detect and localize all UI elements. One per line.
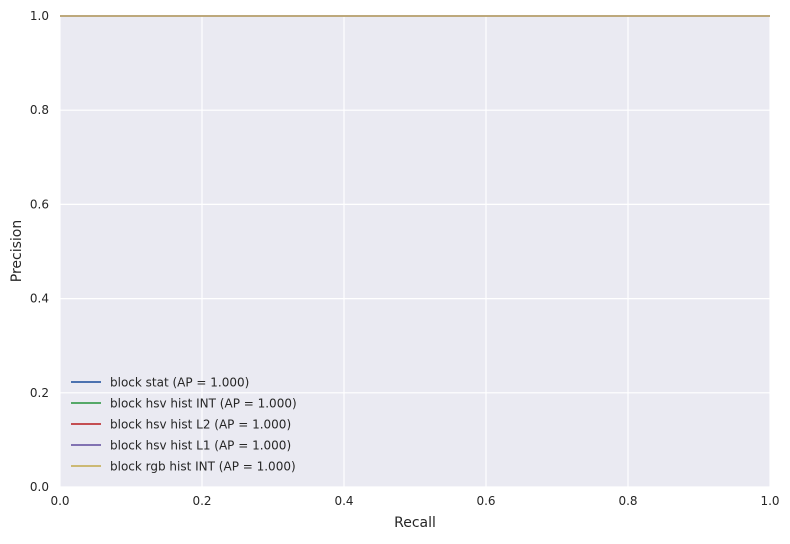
y-tick-label: 0.8 (30, 103, 49, 117)
y-tick-label: 0.4 (30, 292, 49, 306)
y-tick-label: 1.0 (30, 9, 49, 23)
plot-area (60, 16, 770, 487)
legend: block stat (AP = 1.000) block hsv hist IN… (71, 376, 297, 474)
y-axis-label: Precision (9, 220, 25, 282)
legend-label: block stat (AP = 1.000) (110, 376, 249, 390)
x-tick-label: 0.0 (50, 494, 69, 508)
y-tick-label: 0.2 (30, 386, 49, 400)
legend-label: block hsv hist L1 (AP = 1.000) (110, 439, 291, 453)
y-tick-labels: 0.0 0.2 0.4 0.6 0.8 1.0 (30, 9, 49, 494)
x-tick-label: 0.8 (618, 494, 637, 508)
legend-label: block hsv hist L2 (AP = 1.000) (110, 418, 291, 432)
legend-label: block hsv hist INT (AP = 1.000) (110, 397, 297, 411)
y-tick-label: 0.0 (30, 480, 49, 494)
x-tick-labels: 0.0 0.2 0.4 0.6 0.8 1.0 (50, 494, 779, 508)
legend-label: block rgb hist INT (AP = 1.000) (110, 460, 296, 474)
y-tick-label: 0.6 (30, 197, 49, 211)
x-tick-label: 0.4 (334, 494, 353, 508)
x-tick-label: 1.0 (760, 494, 779, 508)
x-axis-label: Recall (394, 515, 436, 531)
x-tick-label: 0.6 (476, 494, 495, 508)
x-tick-label: 0.2 (192, 494, 211, 508)
